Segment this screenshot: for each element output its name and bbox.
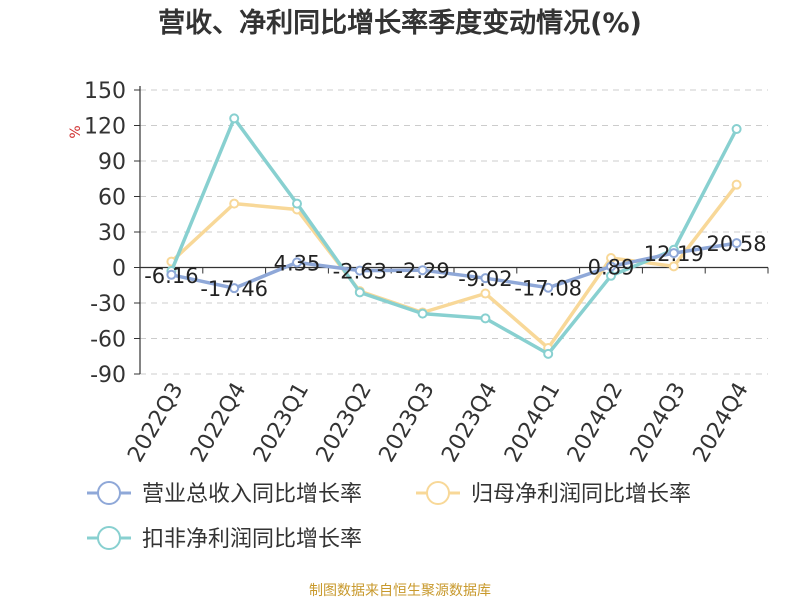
y-tick-label: 120	[84, 115, 126, 140]
data-point	[417, 308, 428, 319]
data-label: -6.16	[144, 264, 198, 288]
x-tick-label: 2023Q3	[374, 378, 439, 466]
legend-marker-icon	[97, 481, 121, 505]
y-tick-label: -90	[90, 363, 126, 388]
data-point	[543, 348, 554, 359]
x-tick-label: 2022Q3	[123, 379, 188, 467]
x-tick-label: 2023Q4	[437, 379, 502, 467]
x-tick-label: 2023Q2	[312, 379, 377, 467]
x-tick-label: 2022Q4	[186, 379, 251, 467]
data-point	[354, 265, 365, 276]
y-tick-label: 90	[98, 150, 126, 175]
legend-label: 营业总收入同比增长率	[142, 482, 362, 507]
y-unit-label: %	[68, 125, 84, 138]
data-point	[480, 313, 491, 324]
y-tick-label: 0	[112, 257, 126, 282]
y-tick-label: 30	[98, 221, 126, 246]
data-point	[229, 113, 240, 124]
data-point	[417, 265, 428, 276]
data-point	[354, 287, 365, 298]
data-label: -17.46	[200, 277, 268, 301]
data-point	[731, 179, 742, 190]
data-point	[668, 248, 679, 259]
y-tick-label: -30	[90, 292, 126, 317]
data-labels: -6.16-17.464.35 -2.63 -2.29 -9.02 -17.080.89…	[144, 232, 766, 301]
data-label: 20.58	[707, 232, 767, 256]
series-line	[170, 183, 738, 350]
data-point	[606, 261, 616, 272]
data-label: 4.35	[274, 251, 321, 275]
x-tick-label: 2024Q3	[626, 379, 691, 467]
chart-title: 营收、净利同比增长率季度变动情况(%)	[158, 7, 642, 39]
data-point	[480, 273, 491, 284]
data-point	[229, 198, 240, 209]
data-label: -17.08	[514, 277, 582, 301]
data-label: 0.89	[588, 255, 635, 279]
data-label: 12.19	[644, 242, 704, 266]
y-tick-label: 60	[98, 186, 126, 211]
y-tick-label: -60	[90, 328, 126, 353]
legend-label: 归母净利润同比增长率	[471, 482, 691, 507]
x-tick-label: 2023Q1	[249, 379, 314, 467]
data-point	[731, 238, 742, 249]
series	[166, 113, 742, 359]
series-line	[171, 241, 737, 290]
grid	[140, 89, 768, 375]
source-note: 制图数据来自恒生聚源数据库	[309, 583, 491, 599]
data-label: -2.29	[395, 259, 449, 283]
series-line	[169, 116, 739, 356]
data-label: -2.63	[333, 260, 387, 284]
data-point	[292, 257, 302, 268]
data-point	[606, 270, 616, 281]
data-point	[731, 124, 742, 135]
legend-label: 扣非净利润同比增长率	[142, 527, 362, 552]
data-point	[543, 282, 554, 293]
y-tick-label: 150	[84, 79, 126, 104]
x-tick-label: 2024Q2	[563, 379, 628, 467]
data-point	[166, 269, 177, 280]
x-tick-label: 2024Q4	[688, 379, 753, 467]
data-point	[292, 198, 302, 209]
legend-marker-icon	[97, 526, 121, 550]
data-point	[480, 288, 491, 299]
data-label: -9.02	[458, 267, 512, 291]
data-point	[668, 261, 679, 272]
legend-marker-icon	[426, 481, 450, 505]
x-tick-label: 2024Q1	[500, 379, 565, 467]
data-point	[229, 283, 240, 294]
